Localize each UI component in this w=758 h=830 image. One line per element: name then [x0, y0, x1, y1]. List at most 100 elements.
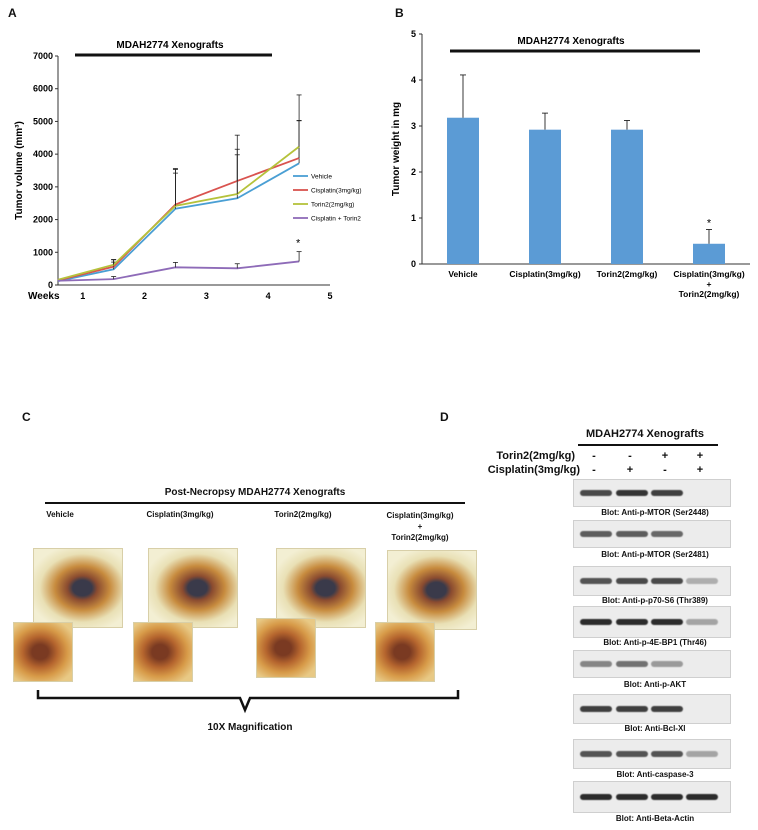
blot-strip — [573, 650, 731, 678]
treatment-sign: + — [626, 464, 634, 476]
chart-a-y-tick-label: 6000 — [33, 84, 53, 94]
chart-a-y-tick-label: 7000 — [33, 51, 53, 61]
panel-letter-a: A — [8, 6, 17, 20]
chart-a-x-tick-label: 3 — [204, 291, 209, 301]
blot-band — [580, 706, 612, 712]
column-label-cisplatin: Cisplatin(3mg/kg) — [146, 510, 214, 519]
treatment-sign: - — [663, 464, 667, 476]
blot-band — [580, 490, 612, 496]
panel-letter-c: C — [22, 410, 31, 424]
blot-band — [651, 706, 683, 712]
blot-band — [616, 619, 648, 625]
blot-band — [580, 619, 612, 625]
chart-a-y-tick-label: 2000 — [33, 215, 53, 225]
panel-letter-d: D — [440, 410, 449, 424]
chart-a-y-tick-label: 4000 — [33, 149, 53, 159]
chart-a-y-tick-label: 1000 — [33, 247, 53, 257]
blot-band — [616, 490, 648, 496]
chart-a-y-tick-label: 3000 — [33, 182, 53, 192]
chart-b-bar — [447, 117, 479, 264]
column-label-combination: Cisplatin(3mg/kg) + Torin2(2mg/kg) — [386, 511, 454, 542]
chart-b-bar — [693, 243, 725, 264]
blot-strip — [573, 739, 731, 769]
chart-b-y-label: Tumor weight in mg — [391, 102, 402, 196]
blot-band — [580, 531, 612, 537]
chart-b-category-label: + — [707, 279, 712, 289]
chart-b-bar — [529, 129, 561, 264]
treatment-sign: + — [661, 450, 669, 462]
blot-band — [686, 751, 718, 757]
panel-c-title: Post-Necropsy MDAH2774 Xenografts — [164, 487, 346, 498]
blot-label: Blot: Anti-p-4E-BP1 (Thr46) — [603, 638, 707, 647]
chart-a-y-tick-label: 0 — [48, 280, 53, 290]
blot-strip — [573, 479, 731, 507]
chart-a-series-line — [57, 145, 300, 281]
blot-band — [616, 661, 648, 667]
necropsy-photo-magnified — [375, 622, 435, 682]
chart-b-significance-mark: * — [707, 218, 712, 230]
chart-a-x-label: Weeks — [28, 291, 60, 302]
blot-strip — [573, 566, 731, 596]
blot-band — [686, 794, 718, 800]
column-label-vehicle: Vehicle — [46, 510, 74, 519]
blot-band — [580, 578, 612, 584]
necropsy-photo-magnified — [133, 622, 193, 682]
chart-a-title: MDAH2774 Xenografts — [116, 40, 224, 51]
chart-b-y-tick-label: 4 — [411, 75, 416, 85]
chart-b-category-label: Torin2(2mg/kg) — [679, 289, 740, 299]
blot-band — [651, 490, 683, 496]
necropsy-photo-magnified — [256, 618, 316, 678]
treatment-sign: + — [696, 464, 704, 476]
chart-b-category-label: Cisplatin(3mg/kg) — [673, 269, 744, 279]
chart-a-x-tick-label: 1 — [80, 291, 85, 301]
chart-b-y-tick-label: 3 — [411, 121, 416, 131]
chart-b-category-label: Torin2(2mg/kg) — [597, 269, 658, 279]
chart-a-legend-label: Vehicle — [311, 174, 332, 181]
chart-a-x-tick-label: 4 — [266, 291, 271, 301]
chart-a-y-tick-label: 5000 — [33, 116, 53, 126]
blot-band — [616, 578, 648, 584]
chart-a-significance-mark: * — [296, 238, 301, 250]
blot-band — [686, 619, 718, 625]
panel-d-title-line — [578, 444, 718, 446]
chart-b-y-tick-label: 2 — [411, 167, 416, 177]
necropsy-photo-whole — [33, 548, 123, 628]
blot-band — [580, 661, 612, 667]
chart-b-y-tick-label: 0 — [411, 259, 416, 269]
chart-a-x-tick-label: 2 — [142, 291, 147, 301]
chart-a-y-label: Tumor volume (mm³) — [14, 121, 25, 220]
blot-band — [580, 794, 612, 800]
chart-b-y-tick-label: 5 — [411, 29, 416, 39]
blot-band — [580, 751, 612, 757]
treatment-sign: - — [592, 450, 596, 462]
chart-b-y-tick-label: 1 — [411, 213, 416, 223]
blot-strip — [573, 606, 731, 638]
chart-b-bar — [611, 129, 643, 264]
blot-label: Blot: Anti-caspase-3 — [616, 770, 694, 779]
blot-strip — [573, 781, 731, 813]
chart-b-category-label: Cisplatin(3mg/kg) — [509, 269, 580, 279]
blot-band — [651, 531, 683, 537]
blot-strip — [573, 694, 731, 724]
blot-label: Blot: Anti-Bcl-Xl — [624, 724, 686, 733]
magnification-label: 10X Magnification — [207, 722, 293, 733]
blot-band — [616, 751, 648, 757]
blot-band — [651, 661, 683, 667]
chart-b-title: MDAH2774 Xenografts — [517, 36, 625, 47]
row-label-torin2: Torin2(2mg/kg) — [496, 450, 575, 462]
blot-band — [651, 619, 683, 625]
treatment-sign: - — [592, 464, 596, 476]
blot-band — [616, 531, 648, 537]
blot-band — [616, 706, 648, 712]
blot-band — [616, 794, 648, 800]
necropsy-photo-whole — [148, 548, 238, 628]
chart-a-legend-label: Cisplatin(3mg/kg) — [311, 188, 362, 195]
chart-a-series-line — [57, 157, 300, 282]
blot-label: Blot: Anti-p-AKT — [623, 680, 687, 689]
blot-label: Blot: Anti-Beta-Actin — [615, 814, 695, 823]
tumor-weight-chart: MDAH2774 Xenografts 0 1 2 3 4 5 Tumor weight in… — [391, 29, 750, 299]
treatment-sign: - — [628, 450, 632, 462]
treatment-sign: + — [696, 450, 704, 462]
row-label-cisplatin: Cisplatin(3mg/kg) — [487, 464, 580, 476]
blot-label: Blot: Anti-p-MTOR (Ser2448) — [601, 508, 709, 517]
